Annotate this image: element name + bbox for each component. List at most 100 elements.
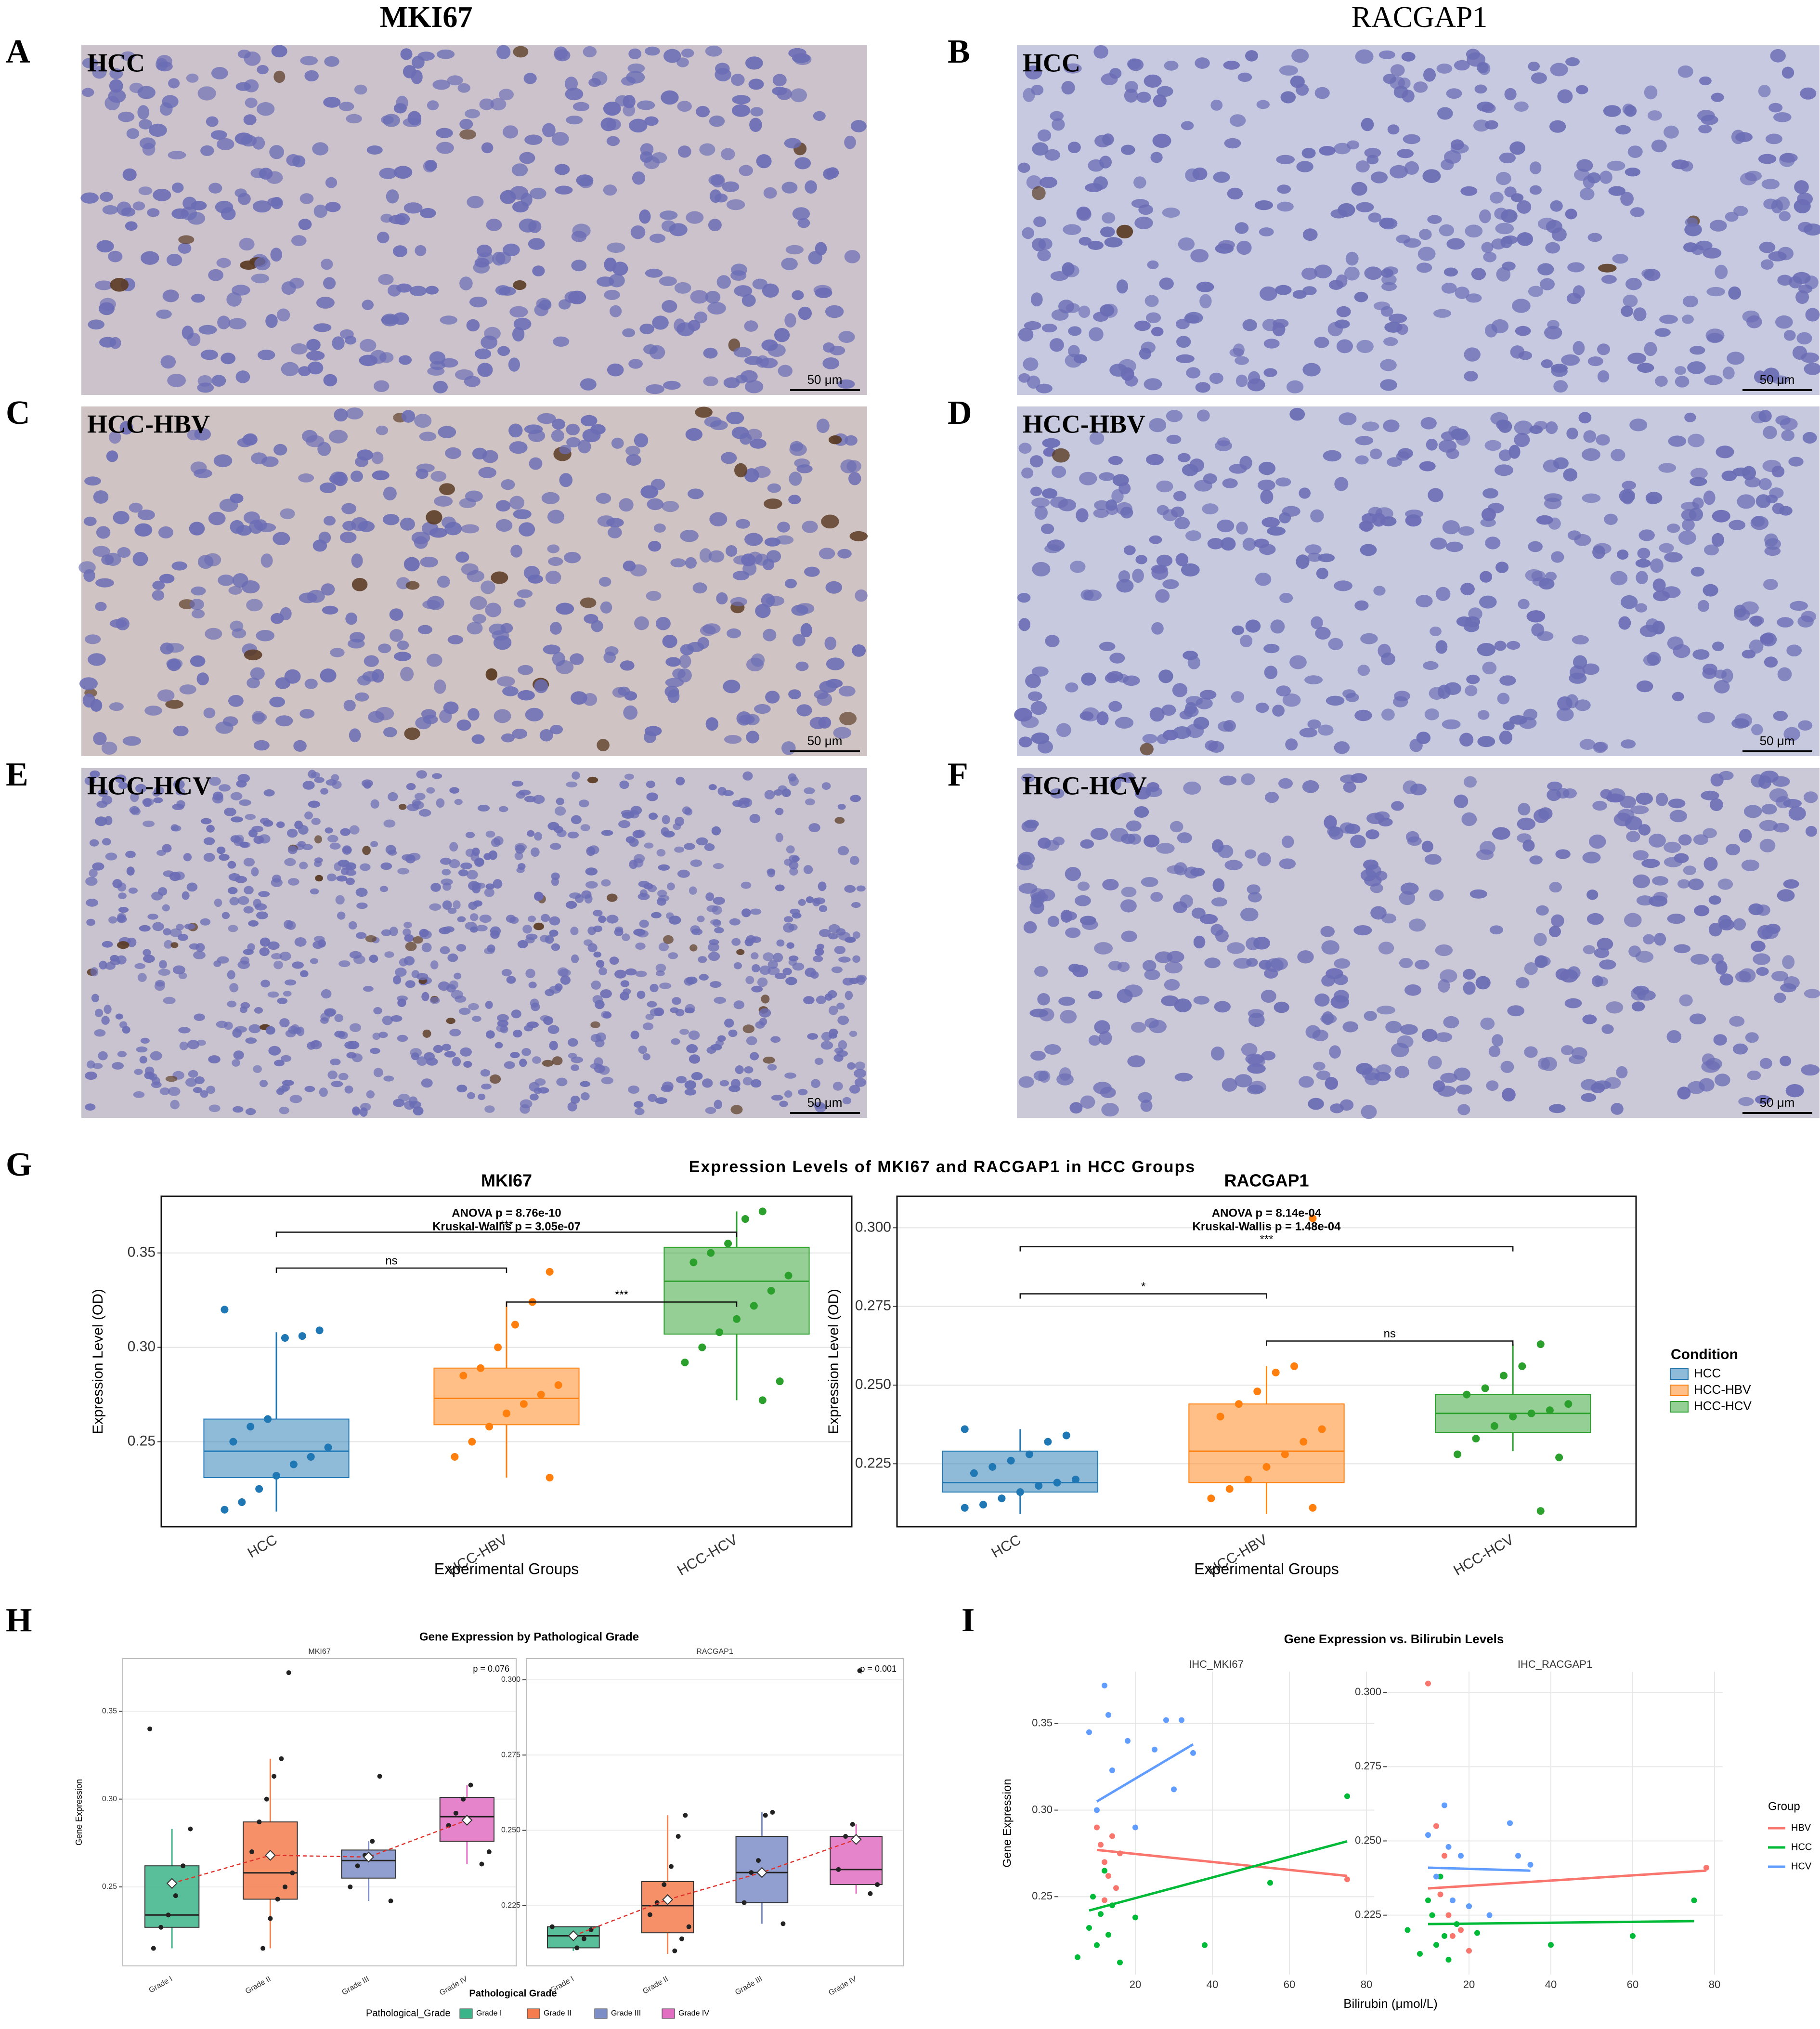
nucleus xyxy=(1479,209,1491,223)
nucleus xyxy=(1229,464,1247,474)
nucleus xyxy=(1088,990,1103,999)
nucleus xyxy=(355,456,368,467)
nucleus xyxy=(429,903,442,911)
nucleus xyxy=(139,925,151,932)
point xyxy=(1450,1933,1456,1939)
nucleus xyxy=(227,1000,237,1008)
point xyxy=(1132,1824,1138,1831)
nucleus xyxy=(308,361,324,375)
nucleus xyxy=(109,79,123,93)
nucleus xyxy=(632,830,644,838)
nucleus xyxy=(394,652,412,661)
nucleus xyxy=(1132,568,1144,583)
nucleus xyxy=(1537,631,1554,641)
nucleus xyxy=(1783,330,1796,341)
nucleus xyxy=(1669,810,1687,823)
nucleus xyxy=(852,931,860,939)
nucleus xyxy=(190,599,204,610)
nucleus xyxy=(1362,421,1379,432)
point xyxy=(348,1884,353,1889)
nucleus xyxy=(208,1104,221,1113)
nucleus xyxy=(1173,491,1186,501)
nucleus xyxy=(1237,72,1252,82)
nucleus xyxy=(556,602,574,615)
nucleus xyxy=(751,1079,762,1088)
nucleus xyxy=(1548,1104,1566,1113)
nucleus xyxy=(627,63,645,74)
nucleus xyxy=(1210,99,1223,111)
nucleus xyxy=(1315,627,1331,640)
nucleus xyxy=(322,605,338,615)
nucleus xyxy=(619,780,629,789)
facet-label: MKI67 xyxy=(308,1648,330,1656)
nucleus xyxy=(1495,464,1513,476)
nucleus xyxy=(1383,74,1396,84)
scale-label: 50 μm xyxy=(1760,1095,1795,1110)
nucleus xyxy=(614,928,624,936)
nucleus xyxy=(318,531,331,544)
nucleus xyxy=(203,707,216,719)
nucleus xyxy=(388,792,398,801)
nucleus xyxy=(686,211,704,224)
nucleus xyxy=(502,686,519,696)
nucleus xyxy=(734,285,753,297)
point xyxy=(875,1882,880,1887)
nucleus xyxy=(1682,295,1699,308)
point xyxy=(1102,1682,1107,1689)
nucleus xyxy=(342,845,352,855)
nucleus xyxy=(620,660,635,671)
nucleus xyxy=(837,549,852,559)
nucleus xyxy=(356,903,368,909)
nucleus xyxy=(650,234,666,243)
nucleus xyxy=(1031,666,1049,677)
nucleus xyxy=(1534,421,1548,430)
nucleus xyxy=(1342,1021,1358,1033)
nucleus xyxy=(1142,734,1157,744)
nucleus xyxy=(655,1097,668,1104)
nucleus xyxy=(121,51,135,61)
facet-label: RACGAP1 xyxy=(696,1648,733,1656)
nucleus xyxy=(244,51,261,66)
nucleus xyxy=(308,770,317,779)
nucleus xyxy=(250,667,265,680)
nucleus xyxy=(457,916,466,922)
nucleus xyxy=(500,623,513,633)
y-tick-label: 0.30 xyxy=(128,1339,156,1355)
nucleus xyxy=(1361,118,1374,131)
legend-swatch xyxy=(527,2008,540,2019)
nucleus xyxy=(496,45,511,59)
nucleus xyxy=(300,56,318,65)
nucleus xyxy=(752,278,768,290)
nucleus xyxy=(662,635,677,648)
nucleus xyxy=(509,306,528,318)
nucleus xyxy=(260,553,273,568)
nucleus xyxy=(1024,819,1039,828)
nucleus xyxy=(1561,1045,1574,1055)
scale-label: 50 μm xyxy=(807,372,843,387)
nucleus xyxy=(1455,287,1469,299)
nucleus xyxy=(1704,544,1719,556)
nucleus xyxy=(503,125,519,139)
nucleus xyxy=(346,114,362,124)
micrograph-label: HCC xyxy=(87,48,145,77)
nucleus xyxy=(104,1005,112,1014)
nucleus xyxy=(330,1059,341,1065)
nucleus xyxy=(1524,1046,1538,1058)
nucleus xyxy=(820,1041,833,1050)
nucleus xyxy=(1650,558,1664,573)
nucleus xyxy=(767,967,780,976)
nucleus xyxy=(268,1046,281,1056)
panel-letter: A xyxy=(6,33,30,70)
nucleus xyxy=(294,937,307,947)
nucleus xyxy=(1050,111,1064,121)
nucleus xyxy=(1727,352,1745,365)
nucleus xyxy=(346,877,355,885)
nucleus xyxy=(828,1033,837,1039)
nucleus xyxy=(1576,159,1593,172)
point xyxy=(724,1240,732,1247)
point xyxy=(1102,1859,1107,1865)
nucleus xyxy=(571,260,587,272)
nucleus xyxy=(601,830,613,836)
nucleus xyxy=(1076,207,1092,221)
nucleus xyxy=(1719,973,1733,986)
